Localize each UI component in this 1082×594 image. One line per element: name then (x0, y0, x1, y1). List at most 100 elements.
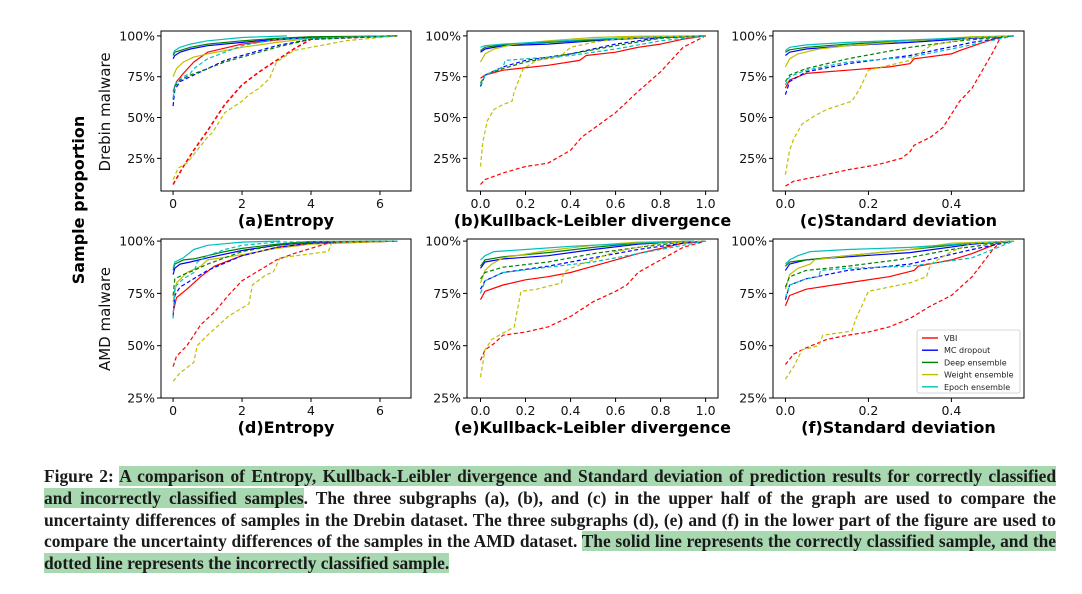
legend-label: VBI (944, 334, 957, 343)
series-line-deep-ensemble-incorrect (172, 240, 398, 296)
x-tick-label: 2 (238, 403, 246, 418)
legend-label: MC dropout (944, 346, 990, 355)
series-line-deep-ensemble-incorrect (480, 240, 706, 280)
x-tick-label: 0.0 (471, 196, 491, 211)
axes-frame (160, 238, 412, 399)
series-line-deep-ensemble-correct (172, 35, 398, 56)
y-tick-label: 50% (433, 338, 461, 353)
series-line-vbi-incorrect (172, 240, 398, 367)
y-tick-label: 25% (127, 151, 155, 166)
subplot-b: 25% 50% 75% 100% 0.0 0.2 0.4 0.6 0.8 1.0(b)Kullba… (425, 28, 731, 230)
x-tick-label: 0.2 (858, 196, 878, 211)
y-tick-label: 50% (739, 338, 767, 353)
series-line-epoch-ensemble-correct (172, 240, 281, 269)
subplot-c: 25% 50% 75% 100% 0.0 0.2 0.4(c)Standard deviat… (731, 28, 1025, 230)
y-tick-label: 25% (127, 391, 155, 406)
series-line-weight-ensemble-incorrect (479, 35, 706, 167)
x-tick-label: 0.8 (651, 403, 671, 418)
y-tick-label: 25% (433, 391, 461, 406)
figure-canvas: Sample proportion Drebin malware AMD mal… (69, 28, 1025, 437)
x-tick-label: 0.2 (516, 196, 536, 211)
subplot-title: (b)Kullback-Leibler divergence (454, 211, 732, 230)
series-line-weight-ensemble-incorrect (172, 240, 398, 382)
y-tick-label: 50% (739, 110, 767, 125)
y-tick-label: 100% (425, 234, 461, 249)
series-line-mc-dropout-correct (784, 240, 1014, 271)
y-tick-label: 75% (127, 69, 155, 84)
caption-body: . The three subgraphs (a), (b), and (c) … (44, 487, 1056, 552)
y-tick-label: 100% (119, 28, 155, 43)
x-tick-label: 4 (307, 403, 315, 418)
x-tick-label: 0.6 (606, 196, 626, 211)
y-tick-label: 75% (433, 69, 461, 84)
axes-frame (772, 238, 1025, 399)
y-tick-label: 25% (739, 391, 767, 406)
row-label-drebin: Drebin malware (96, 52, 114, 171)
series-line-deep-ensemble-incorrect (172, 35, 398, 100)
series-line-vbi-incorrect (785, 35, 1002, 187)
series-line-vbi-correct (784, 240, 1002, 307)
x-tick-label: 0.0 (776, 403, 796, 418)
series-line-mc-dropout-incorrect (784, 240, 1014, 300)
y-tick-label: 75% (739, 69, 767, 84)
y-tick-label: 50% (127, 338, 155, 353)
series-line-epoch-ensemble-correct (480, 240, 695, 261)
series-line-weight-ensemble-correct (172, 35, 398, 77)
series-line-vbi-incorrect (479, 240, 706, 361)
series-line-weight-ensemble-incorrect (784, 240, 1014, 380)
y-tick-label: 100% (731, 234, 767, 249)
series-line-mc-dropout-correct (172, 35, 398, 60)
x-tick-label: 0.2 (516, 403, 536, 418)
y-tick-label: 100% (731, 28, 767, 43)
x-tick-label: 0.4 (941, 403, 961, 418)
series-line-epoch-ensemble-incorrect (479, 35, 706, 86)
subplot-title: (d)Entropy (238, 418, 335, 437)
series-line-deep-ensemble-incorrect (784, 35, 1014, 82)
super-ylabel: Sample proportion (69, 116, 88, 285)
legend-box (916, 329, 1021, 394)
subplot-f: 25% 50% 75% 100% 0.0 0.2 0.4(f)Standard deviat… (731, 234, 1025, 437)
x-tick-label: 6 (376, 196, 384, 211)
series-line-mc-dropout-correct (172, 240, 398, 275)
series-group (784, 35, 1014, 187)
series-group (172, 35, 398, 185)
x-tick-label: 0.6 (606, 403, 626, 418)
series-line-epoch-ensemble-incorrect (479, 240, 706, 294)
subplot-title: (a)Entropy (238, 211, 335, 230)
series-line-vbi-incorrect (480, 35, 706, 185)
series-line-vbi-incorrect (784, 240, 1002, 365)
series-group (784, 240, 1014, 380)
series-line-epoch-ensemble-incorrect (172, 35, 398, 98)
subplot-title: (e)Kullback-Leibler divergence (454, 418, 731, 437)
series-line-mc-dropout-incorrect (172, 240, 398, 317)
row-label-amd: AMD malware (96, 267, 114, 371)
series-group (172, 240, 398, 382)
axes-frame (160, 30, 412, 192)
legend-label: Weight ensemble (944, 371, 1014, 380)
series-line-vbi-correct (172, 240, 398, 313)
x-tick-label: 6 (376, 403, 384, 418)
series-line-vbi-incorrect (172, 35, 398, 185)
x-tick-label: 1.0 (696, 403, 716, 418)
x-tick-label: 0 (169, 196, 177, 211)
subplot-e: 25% 50% 75% 100% 0.0 0.2 0.4 0.6 0.8 1.0(e)Kullba… (425, 234, 731, 437)
series-line-mc-dropout-incorrect (479, 240, 706, 290)
series-line-weight-ensemble-incorrect (479, 240, 706, 378)
series-line-epoch-ensemble-incorrect (172, 240, 398, 319)
axes-frame (772, 30, 1025, 192)
series-line-epoch-ensemble-correct (784, 240, 1014, 265)
series-line-weight-ensemble-incorrect (784, 35, 1014, 175)
x-tick-label: 0.4 (561, 196, 581, 211)
x-tick-label: 4 (307, 196, 315, 211)
series-line-weight-ensemble-correct (479, 240, 695, 284)
caption-label: Figure 2: (44, 466, 114, 486)
series-line-deep-ensemble-incorrect (479, 35, 706, 84)
series-line-mc-dropout-incorrect (172, 35, 398, 107)
y-tick-label: 25% (739, 151, 767, 166)
axes-frame (466, 238, 719, 399)
y-tick-label: 100% (119, 234, 155, 249)
series-line-epoch-ensemble-correct (172, 35, 287, 55)
y-tick-label: 25% (433, 151, 461, 166)
subplot-title: (c)Standard deviation (800, 211, 997, 230)
series-line-deep-ensemble-correct (172, 240, 398, 271)
